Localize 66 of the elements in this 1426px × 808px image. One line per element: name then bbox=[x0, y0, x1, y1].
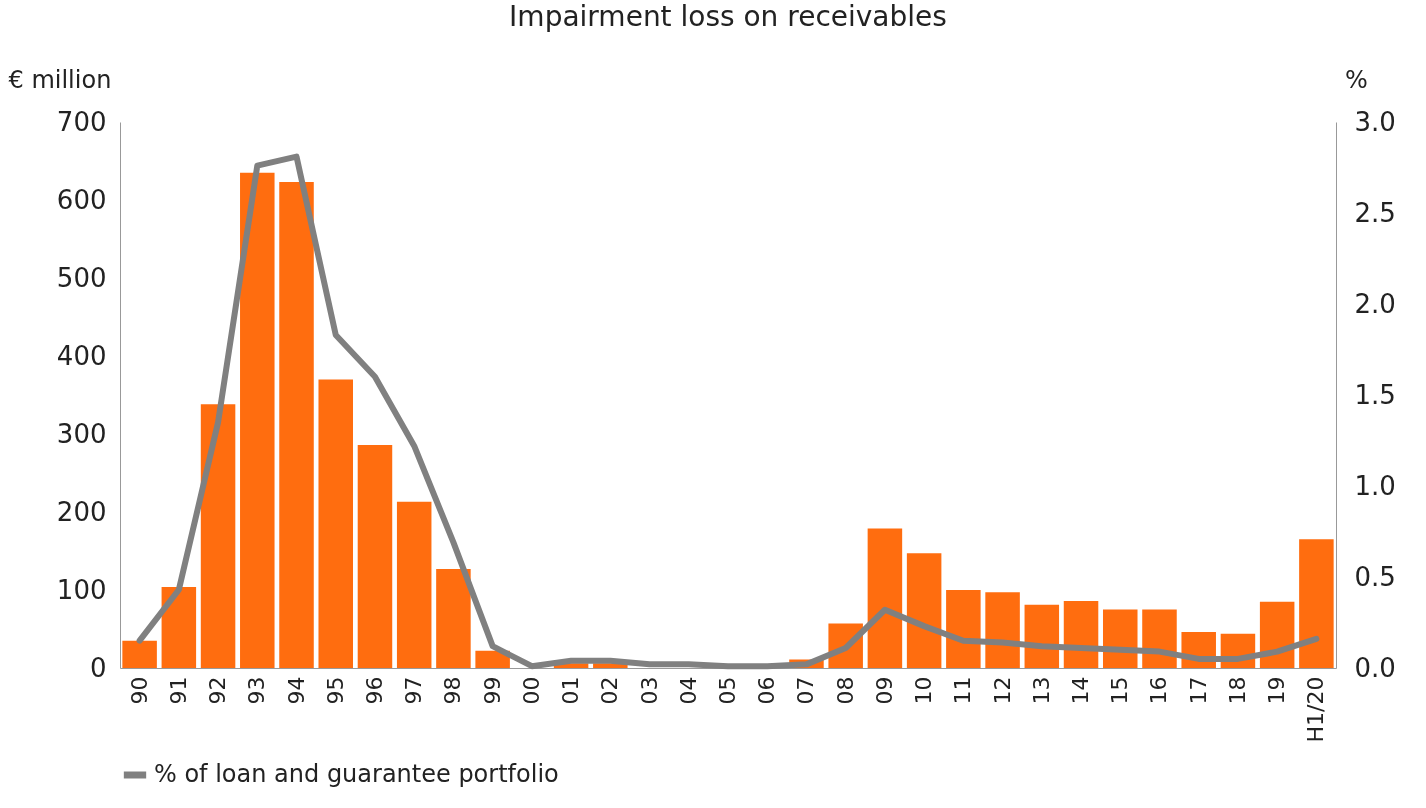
y2-tick-label: 1.0 bbox=[1354, 470, 1396, 501]
y-tick-label: 0 bbox=[89, 652, 107, 683]
bar bbox=[985, 592, 1020, 668]
x-tick-label: 91 bbox=[165, 676, 191, 705]
x-tick-label: H1/20 bbox=[1303, 676, 1329, 743]
bar bbox=[1063, 600, 1099, 668]
y2-tick-label: 0.0 bbox=[1354, 652, 1396, 683]
bar bbox=[357, 444, 393, 668]
x-tick-label: 19 bbox=[1264, 676, 1290, 705]
y2-axis-title: % bbox=[1345, 65, 1368, 94]
bar bbox=[122, 640, 157, 668]
bar bbox=[867, 528, 903, 668]
x-tick-label: 03 bbox=[636, 676, 662, 705]
bar bbox=[436, 568, 471, 668]
bar bbox=[396, 501, 432, 668]
x-tick-label: 16 bbox=[1146, 676, 1172, 705]
x-tick-label: 93 bbox=[244, 676, 270, 705]
x-tick-label: 06 bbox=[754, 676, 780, 705]
y-tick-label: 500 bbox=[56, 262, 107, 293]
y2-tick-label: 3.0 bbox=[1354, 106, 1396, 137]
bar bbox=[946, 590, 981, 668]
x-tick-label: 14 bbox=[1068, 676, 1094, 705]
x-tick-label: 17 bbox=[1185, 676, 1211, 705]
y2-tick-label: 0.5 bbox=[1354, 561, 1396, 592]
bar bbox=[475, 650, 510, 668]
y-tick-label: 100 bbox=[56, 574, 107, 605]
x-tick-label: 13 bbox=[1028, 676, 1054, 705]
x-tick-label: 99 bbox=[479, 676, 505, 705]
x-tick-label: 12 bbox=[989, 676, 1015, 705]
y2-tick-label: 1.5 bbox=[1354, 379, 1396, 410]
bar bbox=[279, 182, 314, 668]
x-tick-label: 92 bbox=[205, 676, 231, 705]
x-tick-label: 11 bbox=[950, 676, 976, 705]
y2-tick-label: 2.0 bbox=[1354, 288, 1396, 319]
legend-label: % of loan and guarantee portfolio bbox=[154, 760, 559, 788]
bar bbox=[200, 404, 236, 668]
bar bbox=[1299, 539, 1334, 668]
x-tick-label: 05 bbox=[715, 676, 740, 705]
x-tick-label: 10 bbox=[911, 676, 937, 705]
y-tick-label: 700 bbox=[56, 106, 107, 137]
x-tick-label: 95 bbox=[322, 676, 348, 705]
y-tick-label: 300 bbox=[56, 418, 107, 449]
bar bbox=[161, 586, 197, 668]
bar bbox=[906, 553, 942, 668]
x-tick-label: 96 bbox=[361, 676, 387, 705]
x-tick-label: 97 bbox=[401, 676, 427, 705]
x-tick-label: 09 bbox=[871, 676, 897, 705]
bar bbox=[318, 379, 353, 668]
x-tick-label: 98 bbox=[440, 676, 466, 705]
y-tick-label: 400 bbox=[56, 340, 107, 371]
chart-title: Impairment loss on receivables bbox=[509, 0, 947, 33]
x-tick-label: 07 bbox=[793, 676, 819, 705]
x-tick-label: 00 bbox=[518, 676, 544, 705]
y-axis-title: € million bbox=[8, 65, 112, 94]
x-tick-label: 18 bbox=[1224, 676, 1250, 705]
x-tick-label: 04 bbox=[675, 676, 701, 705]
x-tick-label: 02 bbox=[597, 676, 623, 705]
x-tick-label: 90 bbox=[126, 676, 152, 705]
y2-tick-label: 2.5 bbox=[1354, 197, 1396, 228]
x-tick-label: 15 bbox=[1107, 676, 1133, 705]
x-tick-label: 94 bbox=[283, 676, 309, 705]
y-tick-label: 600 bbox=[56, 184, 107, 215]
bar bbox=[240, 172, 275, 668]
x-tick-label: 08 bbox=[832, 676, 858, 705]
y-tick-label: 200 bbox=[56, 496, 107, 527]
x-tick-label: 01 bbox=[558, 676, 584, 705]
